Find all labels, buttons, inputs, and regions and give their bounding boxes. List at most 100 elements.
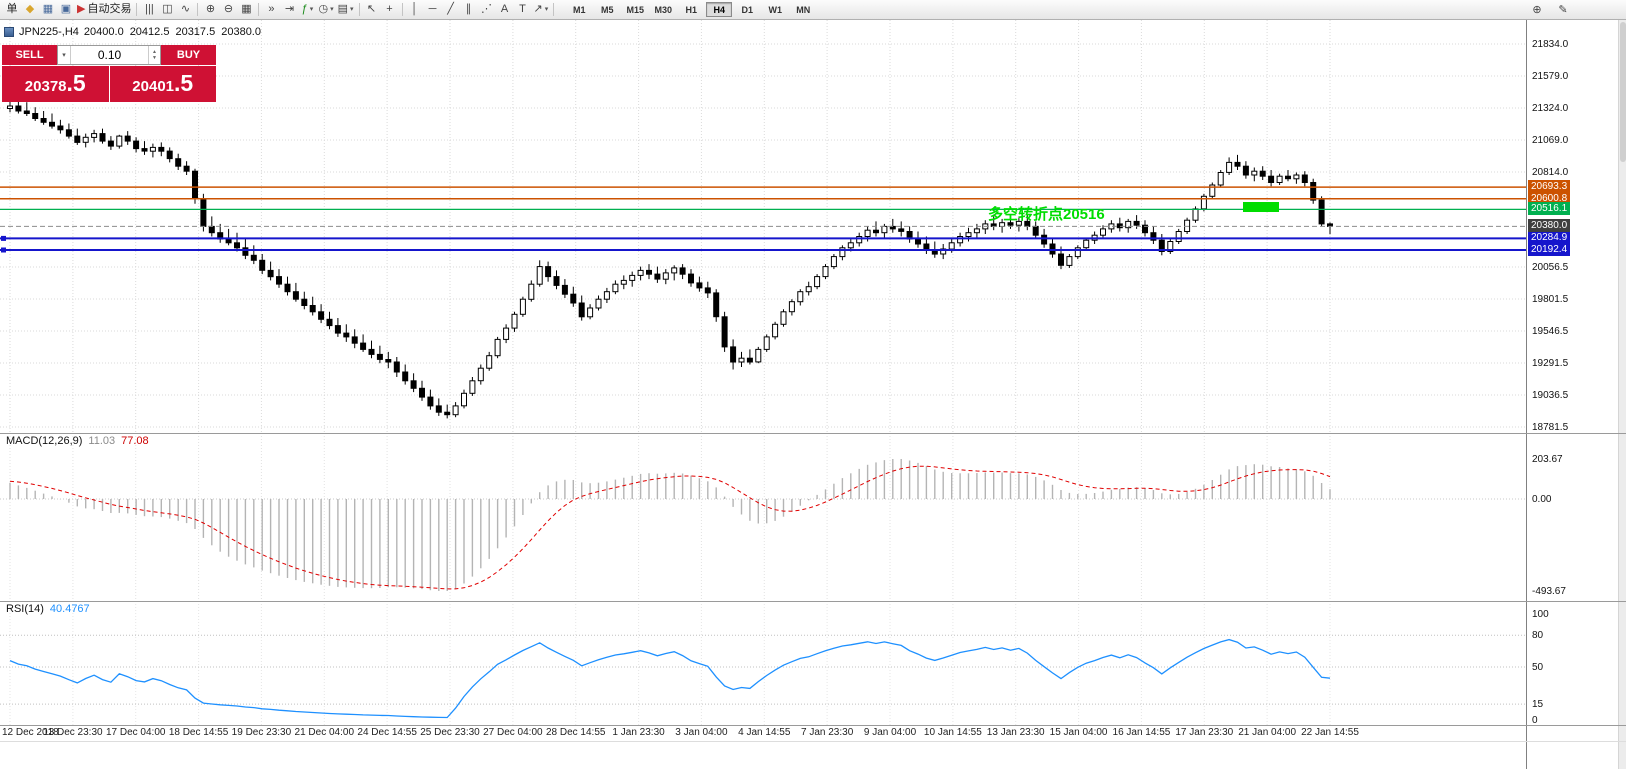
candle-body: [881, 225, 888, 234]
volume-input[interactable]: 0.10: [97, 48, 122, 62]
time-axis-label: 22 Jan 14:55: [1301, 727, 1359, 738]
bar-chart-button[interactable]: |||: [140, 2, 158, 18]
candle-body: [704, 287, 711, 294]
volume-down-icon[interactable]: ▼: [152, 55, 157, 61]
candle-body: [696, 282, 703, 289]
timeframe-button-w1[interactable]: W1: [768, 4, 783, 15]
sell-price-button[interactable]: 20378.5: [2, 66, 109, 102]
candle-body: [1133, 220, 1140, 226]
chart-window-icon: [4, 27, 14, 37]
new-order-button[interactable]: 单: [3, 2, 21, 18]
fibonacci-button[interactable]: ⋰: [478, 2, 496, 18]
timeframe-button-h4[interactable]: H4: [706, 2, 733, 17]
chart-shift-icon: ⇥: [284, 3, 295, 15]
macd-header: MACD(12,26,9) 11.03 77.08: [6, 435, 149, 447]
vertical-line-button[interactable]: │: [406, 2, 424, 18]
buy-price-button[interactable]: 20401.5: [109, 66, 216, 102]
time-axis-label: 21 Jan 04:00: [1238, 727, 1297, 738]
timeframe-button-mn[interactable]: MN: [796, 4, 811, 15]
chart-title: JPN225-,H4 20400.0 20412.5 20317.5 20380…: [4, 26, 261, 38]
candle-body: [1150, 232, 1157, 241]
zoom-out-button[interactable]: ⊖: [219, 2, 237, 18]
candle-body: [318, 311, 325, 320]
candle-body: [351, 336, 358, 344]
bottom-strip: [0, 741, 1626, 769]
terminal-icon: ▣: [60, 3, 72, 15]
tile-windows-button[interactable]: ▦: [237, 2, 255, 18]
buy-button[interactable]: BUY: [161, 45, 216, 65]
scrollbar[interactable]: [1618, 20, 1626, 769]
macd-pane-divider[interactable]: [0, 433, 1626, 434]
text-button[interactable]: A: [496, 2, 514, 18]
main-chart[interactable]: [0, 20, 1526, 433]
timeframe-button-m1[interactable]: M1: [572, 4, 586, 15]
volume-stepper[interactable]: ▲ ▼: [148, 46, 160, 64]
zoom-out-icon: ⊖: [223, 3, 234, 15]
navigator-button[interactable]: ▦: [39, 2, 57, 18]
timeframe-button-m30[interactable]: M30: [654, 4, 672, 15]
time-axis-label: 7 Jan 23:30: [801, 727, 854, 738]
line-chart-button[interactable]: ∿: [176, 2, 194, 18]
timeframe-button-m5[interactable]: M5: [600, 4, 614, 15]
edit-button[interactable]: ✎: [1558, 3, 1568, 16]
auto-scroll-button[interactable]: »: [262, 2, 280, 18]
current-price-badge: 20380.0: [1528, 219, 1571, 233]
scrollbar-thumb[interactable]: [1620, 22, 1626, 162]
rsi-pane-divider[interactable]: [0, 601, 1626, 602]
price-axis[interactable]: 21834.0 21579.0 21324.0 21069.0 20814.0 20056…: [1526, 20, 1618, 769]
timeframe-button-h1[interactable]: H1: [685, 4, 697, 15]
candle-body: [511, 313, 518, 329]
rsi-axis-label: 15: [1532, 699, 1544, 711]
periods-button[interactable]: ◷ ▾: [316, 2, 335, 18]
chart-shift-button[interactable]: ⇥: [280, 2, 298, 18]
timeframe-button-d1[interactable]: D1: [741, 4, 753, 15]
zoom-plus-button[interactable]: ⊕: [1532, 3, 1542, 16]
annotation-text[interactable]: 多空转折点20516: [988, 206, 1105, 223]
candle-body: [91, 133, 98, 138]
channel-button[interactable]: ∥: [460, 2, 478, 18]
candle-body: [133, 140, 140, 150]
market-watch-button[interactable]: ◆: [21, 2, 39, 18]
line-handle[interactable]: [1, 235, 6, 241]
time-axis-label: 27 Dec 04:00: [483, 727, 543, 738]
cursor-button[interactable]: ↖: [363, 2, 381, 18]
indicators-icon: ƒ: [301, 3, 308, 15]
text-label-button[interactable]: T: [514, 2, 532, 18]
candlestick-chart-button[interactable]: ◫: [158, 2, 176, 18]
volume-control[interactable]: ▾ 0.10 ▲ ▼: [57, 45, 161, 65]
autotrading-button[interactable]: ▶ 自动交易: [75, 2, 133, 18]
volume-up-icon[interactable]: ▲: [152, 49, 157, 55]
main-chart-pane[interactable]: JPN225-,H4 20400.0 20412.5 20317.5 20380…: [0, 20, 1526, 433]
candle-body: [1083, 239, 1090, 249]
time-axis-label: 17 Dec 04:00: [105, 727, 166, 738]
rsi-pane[interactable]: RSI(14) 40.4767: [0, 601, 1526, 725]
candle-body: [82, 136, 89, 143]
candle-body: [587, 307, 594, 318]
candle-body: [1100, 228, 1106, 236]
macd-pane[interactable]: MACD(12,26,9) 11.03 77.08: [0, 433, 1526, 601]
line-handle[interactable]: [1, 247, 6, 253]
candle-body: [519, 298, 526, 315]
candle-body: [1015, 220, 1022, 226]
horizontal-line-button[interactable]: ─: [424, 2, 442, 18]
candle-body: [620, 279, 627, 285]
zoom-in-button[interactable]: ⊕: [201, 2, 219, 18]
indicators-button[interactable]: ƒ ▾: [298, 2, 316, 18]
sell-button[interactable]: SELL: [2, 45, 57, 65]
macd-histogram: [9, 459, 1331, 591]
volume-preset-dropdown-icon[interactable]: ▾: [58, 46, 71, 64]
timeframe-button-m15[interactable]: M15: [626, 4, 644, 15]
time-axis[interactable]: 12 Dec 2018 13 Dec 23:30 17 Dec 04:00 18 De…: [0, 725, 1526, 741]
candle-body: [1209, 184, 1216, 197]
candle-body: [1285, 175, 1291, 180]
candle-body: [435, 405, 442, 413]
trendline-button[interactable]: ╱: [442, 2, 460, 18]
highlight-rectangle[interactable]: [1243, 202, 1279, 212]
templates-button[interactable]: ▤ ▾: [336, 2, 356, 18]
macd-signal-value: 77.08: [121, 435, 149, 447]
terminal-button[interactable]: ▣: [57, 2, 75, 18]
time-axis-label: 13 Dec 23:30: [43, 727, 103, 738]
crosshair-button[interactable]: +: [381, 2, 399, 18]
arrows-button[interactable]: ↗ ▾: [532, 2, 551, 18]
candle-body: [7, 105, 13, 109]
